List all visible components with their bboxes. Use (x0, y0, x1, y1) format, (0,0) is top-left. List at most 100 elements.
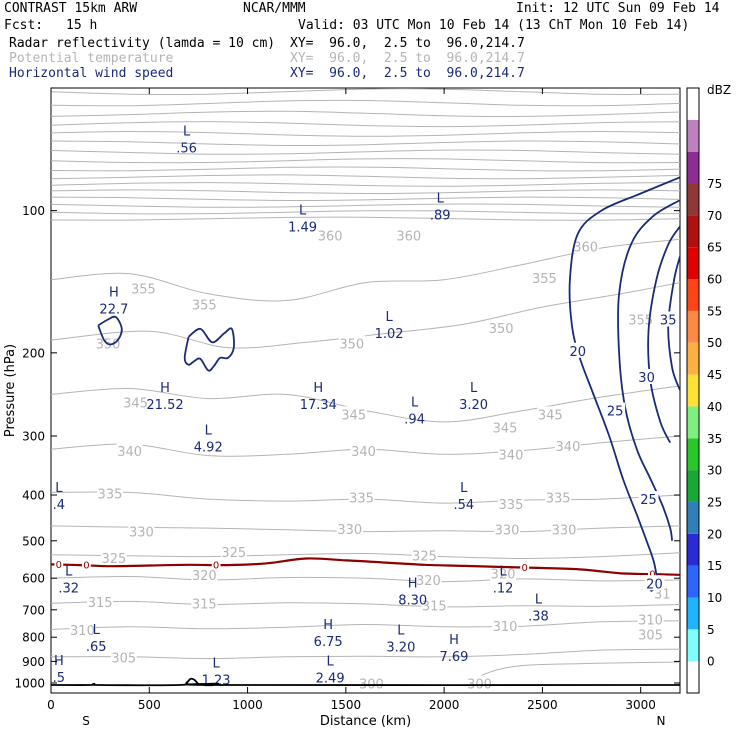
theta-contour-350 (51, 282, 680, 349)
theta-label: 335 (546, 492, 571, 507)
wind-contour-20 (568, 176, 680, 593)
freezing-label-bg (81, 560, 91, 570)
field-wind: Horizontal wind speed (9, 66, 174, 81)
freezing-label: 0 (213, 561, 219, 572)
theta-label: 340 (499, 448, 524, 463)
y-axis-title: Pressure (hPa) (3, 344, 18, 437)
colorbar-swatch (687, 470, 699, 502)
theta-label-bg (96, 485, 123, 501)
wind-contour-30 (647, 225, 680, 444)
theta-label-bg (191, 296, 218, 312)
theta-label: 320 (192, 569, 217, 584)
x-axis-title: Distance (km) (320, 714, 411, 729)
theta-label: 355 (192, 298, 217, 313)
theta-label: 345 (493, 422, 518, 437)
theta-contour-310 (51, 620, 680, 630)
wind-label-bg (636, 368, 657, 384)
wind-label-bg (638, 491, 659, 507)
theta-label-bg (350, 443, 377, 459)
colorbar-swatch (687, 247, 699, 280)
hl-marker-type: H (449, 633, 459, 648)
colorbar-swatch (687, 183, 699, 216)
hl-marker-value: 6.75 (314, 635, 343, 650)
y-tick-label: 700 (22, 603, 45, 617)
colorbar-swatch (687, 438, 699, 471)
y-tick-label: 300 (22, 430, 45, 444)
colorbar-unit: dBZ (707, 83, 731, 97)
hl-marker-value: .94 (404, 412, 425, 427)
hl-marker-value: .56 (176, 141, 197, 156)
theta-label: 340 (351, 445, 376, 460)
freezing-label-bg (211, 560, 221, 570)
hl-marker-value: 3.20 (459, 398, 488, 413)
theta-label: 325 (412, 549, 437, 564)
theta-label-bg (637, 626, 664, 642)
x-tick-label: 500 (138, 698, 161, 712)
colorbar-swatch (687, 374, 699, 407)
colorbar-swatch (687, 661, 699, 693)
theta-label-bg (411, 547, 438, 563)
wind-label: 35 (660, 313, 677, 328)
freezing-label: 0 (56, 560, 62, 571)
theta-contour-upper (51, 149, 680, 155)
hl-marker-value: .54 (453, 498, 474, 513)
model-name: CONTRAST 15km ARW (4, 1, 138, 16)
colorbar-level-label: 0 (707, 655, 715, 669)
theta-contour-upper (51, 216, 680, 221)
y-tick-label: 100 (22, 204, 45, 218)
theta-label-bg (537, 406, 564, 422)
theta-label: 315 (192, 597, 217, 612)
theta-label-bg (488, 319, 515, 335)
theta-label: 350 (339, 337, 364, 352)
colorbar-level-label: 10 (707, 591, 722, 605)
colorbar-swatch (687, 533, 699, 566)
theta-label-bg (116, 443, 143, 459)
y-tick-label: 200 (22, 346, 45, 360)
theta-label: 340 (556, 440, 581, 455)
theta-contour-320 (51, 575, 680, 583)
freezing-label: 0 (649, 570, 655, 581)
hl-marker-type: L (460, 481, 468, 496)
hl-marker-value: 2.49 (316, 672, 345, 687)
colorbar-swatch (687, 119, 699, 152)
theta-label-bg (122, 394, 149, 410)
theta-label-bg (220, 543, 247, 559)
theta-label-bg (340, 406, 367, 422)
wind-label: 25 (640, 493, 657, 508)
y-tick-label: 600 (22, 572, 45, 586)
hl-marker-type: L (326, 655, 334, 670)
freezing-label-bg (54, 559, 64, 569)
theta-label-bg (637, 611, 664, 627)
theta-label-bg (531, 270, 558, 286)
hl-marker-type: L (205, 424, 213, 439)
theta-label: 360 (318, 230, 343, 245)
theta-label: 330 (337, 523, 362, 538)
theta-contour-upper (51, 121, 680, 128)
colorbar-swatch (687, 597, 699, 630)
theta-label-bg (95, 335, 122, 351)
colorbar-level-label: 30 (707, 464, 722, 478)
terrain-line (51, 677, 680, 687)
colorbar-level-label: 35 (707, 432, 722, 446)
hl-marker-type: L (183, 124, 191, 139)
wind-label-bg (658, 311, 679, 327)
theta-contour-upper (51, 189, 680, 195)
colorbar-swatch (687, 501, 699, 534)
x-end-label-right: N (657, 714, 666, 728)
field-reflectivity-xy: XY= 96.0, 2.5 to 96.0,214.7 (290, 36, 525, 51)
theta-label-bg (100, 550, 127, 566)
theta-label-bg (338, 335, 365, 351)
colorbar-swatch (687, 215, 699, 248)
freezing-label-bg (520, 563, 530, 573)
hl-marker-value: .4 (53, 498, 65, 513)
theta-label-bg (395, 227, 422, 243)
hl-marker-type: L (535, 592, 543, 607)
theta-label: 350 (489, 322, 514, 337)
theta-label-bg (87, 594, 114, 610)
forecast-label: Fcst: (4, 18, 44, 33)
theta-label-bg (348, 489, 375, 505)
freezing-level-line (51, 557, 680, 576)
theta-contour-300 (478, 661, 680, 684)
theta-label-bg (554, 438, 581, 454)
